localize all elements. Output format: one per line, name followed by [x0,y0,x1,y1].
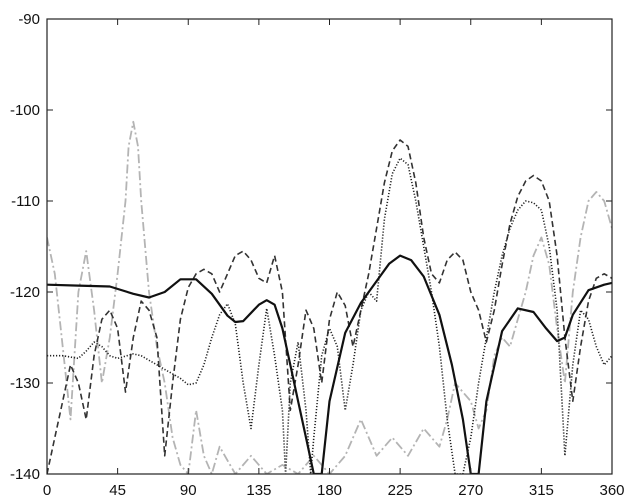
x-tick-label: 45 [109,482,126,499]
x-tick-label: 180 [317,482,342,499]
axes-layer: 0 45 90 135 180 225 270 315 360 -90 -100 -110 -120 -1… [10,11,625,499]
y-tick-label: -100 [10,102,40,119]
x-tick-label: 135 [246,482,271,499]
y-tick-label: -90 [18,11,40,28]
series-layer [47,120,612,474]
y-tick-label: -130 [10,375,40,392]
x-tick-label: 360 [599,482,624,499]
x-tick-label: 90 [180,482,197,499]
x-tick-label: 270 [458,482,483,499]
x-tick-label: 0 [43,482,51,499]
y-tick-label: -120 [10,284,40,301]
series-line-dotted [47,157,612,474]
y-tick-label: -140 [10,466,40,483]
x-tick-label: 315 [529,482,554,499]
y-tick-label: -110 [11,193,40,210]
series-line-dashed [47,139,612,474]
series-line-solid [47,254,612,474]
series-line-dash-dot [47,120,612,474]
x-tick-label: 225 [388,482,413,499]
